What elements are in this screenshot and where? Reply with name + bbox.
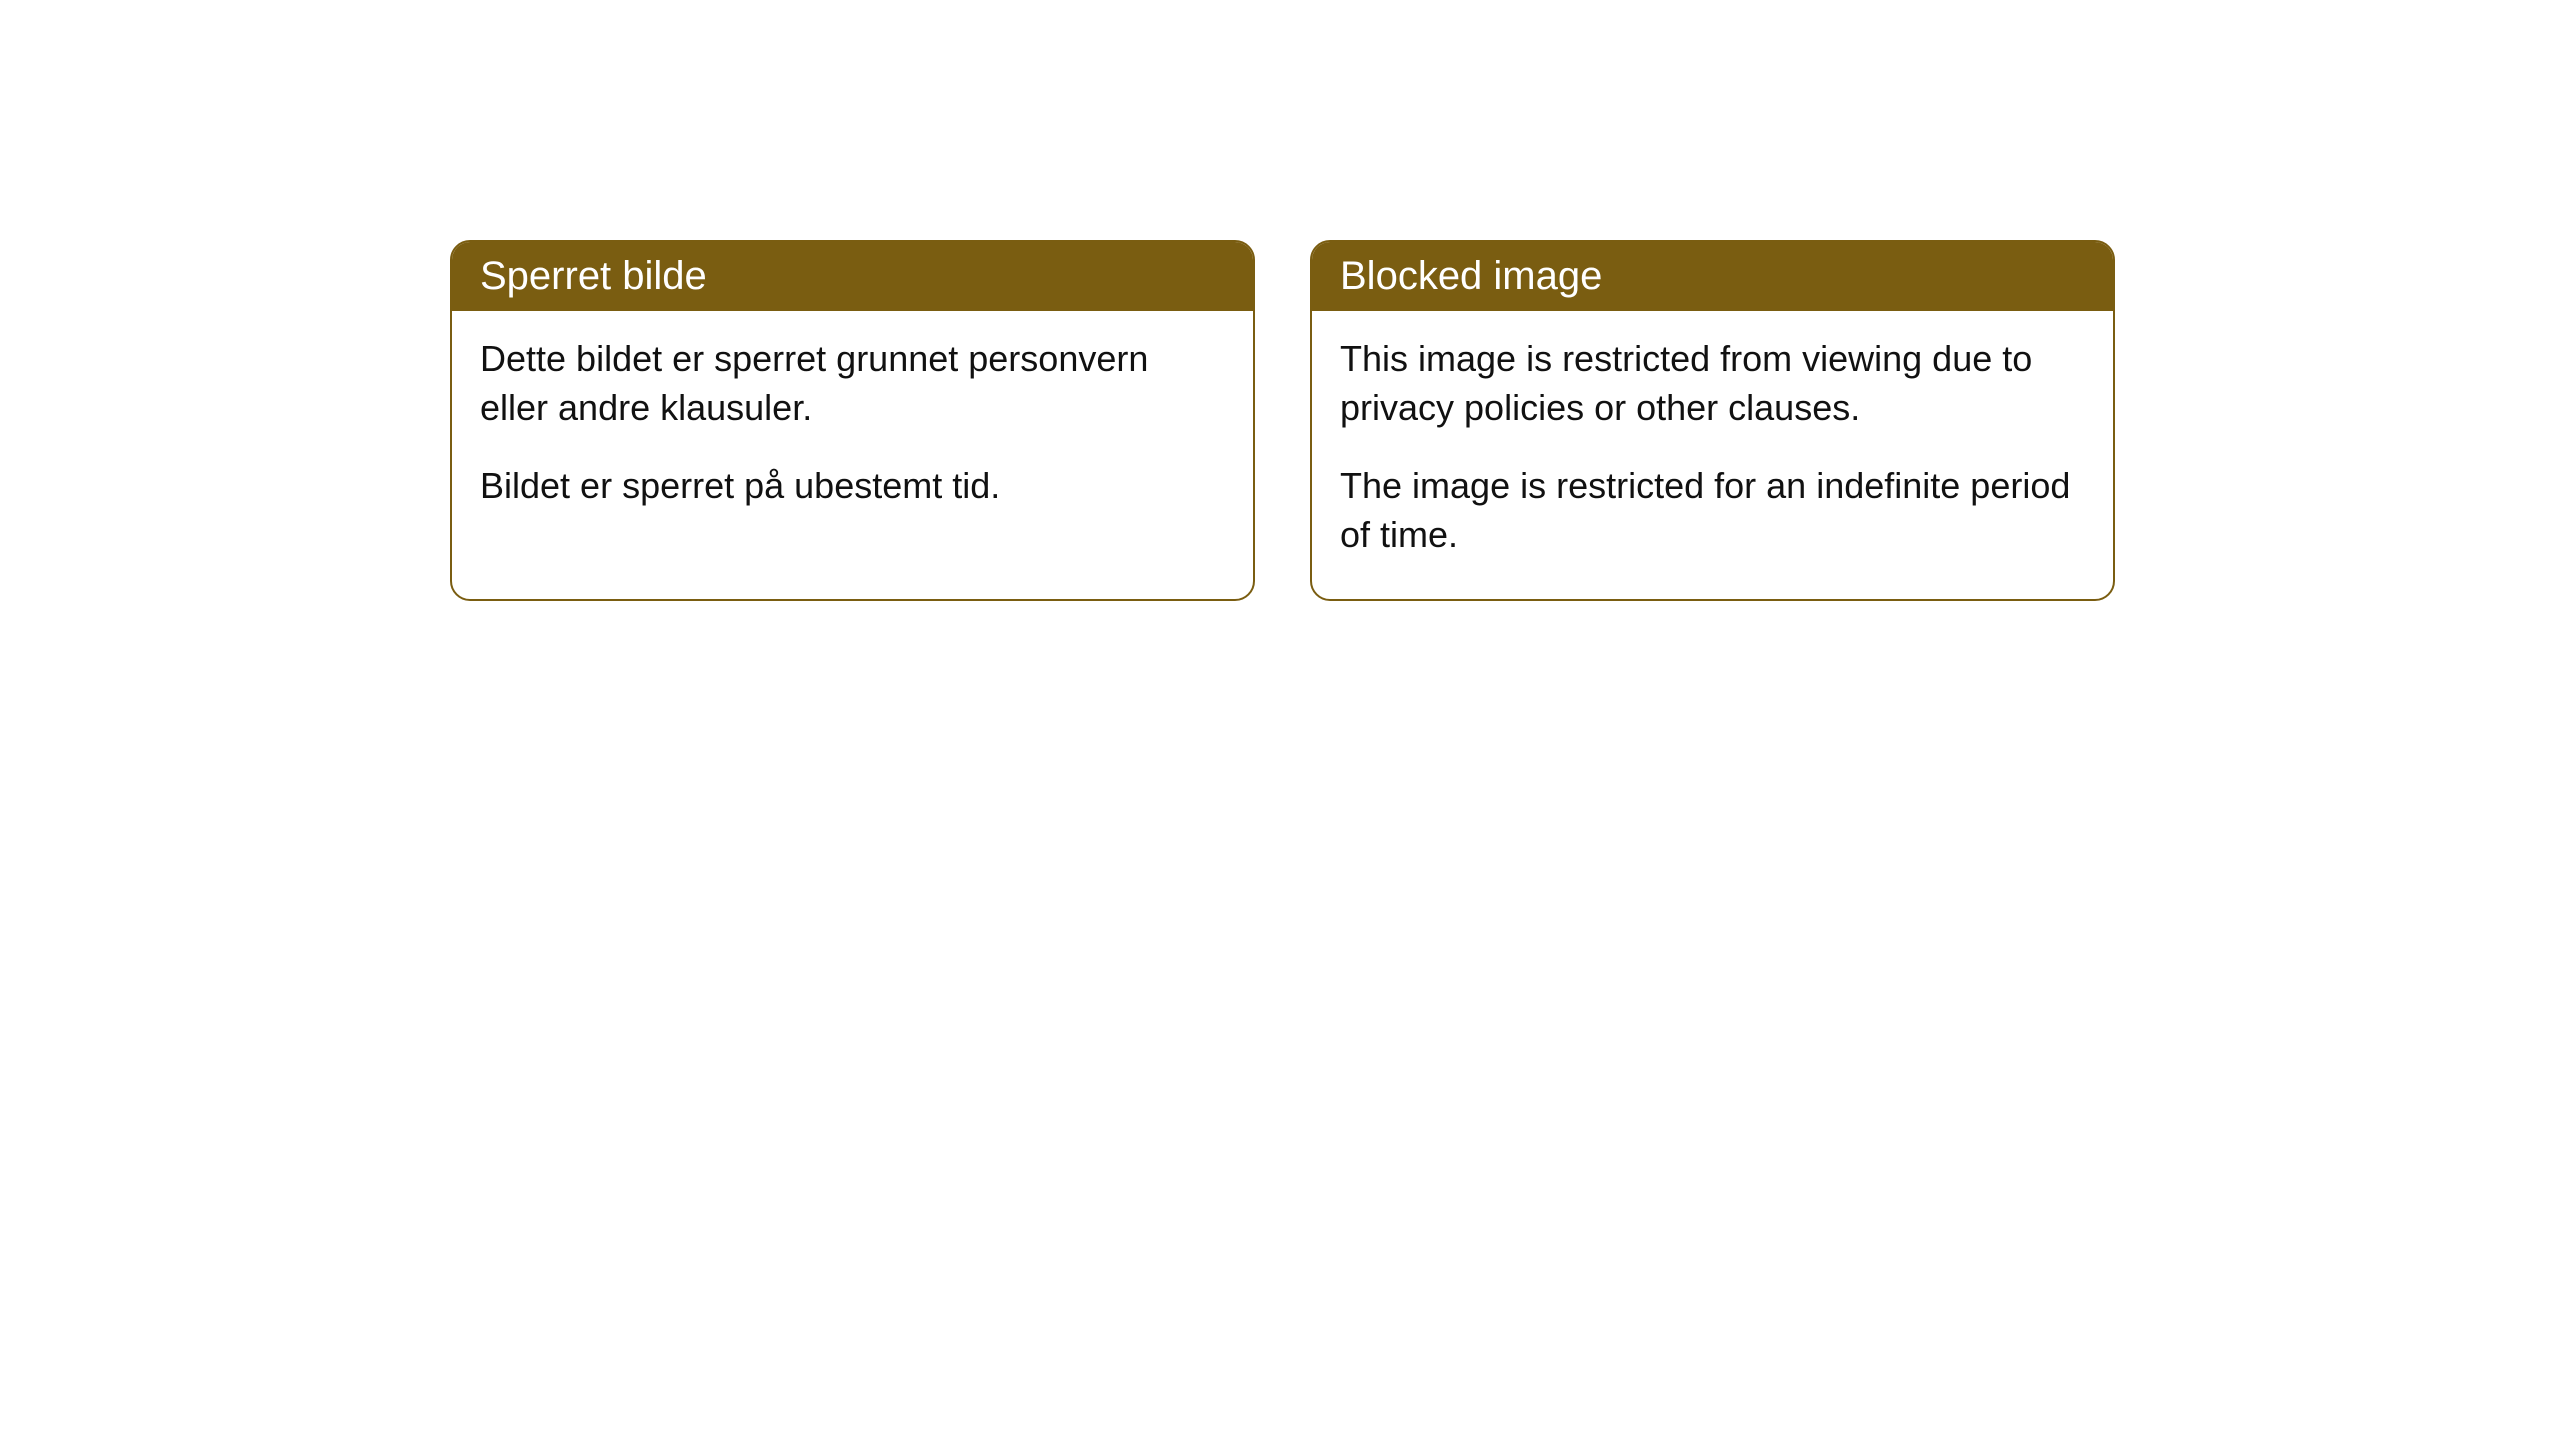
card-header: Sperret bilde <box>452 242 1253 311</box>
card-title: Sperret bilde <box>480 254 707 298</box>
card-paragraph-1: This image is restricted from viewing du… <box>1340 335 2085 432</box>
card-body: This image is restricted from viewing du… <box>1312 311 2113 599</box>
card-paragraph-2: Bildet er sperret på ubestemt tid. <box>480 462 1225 511</box>
blocked-image-card-norwegian: Sperret bilde Dette bildet er sperret gr… <box>450 240 1255 601</box>
card-header: Blocked image <box>1312 242 2113 311</box>
card-paragraph-1: Dette bildet er sperret grunnet personve… <box>480 335 1225 432</box>
card-title: Blocked image <box>1340 254 1602 298</box>
blocked-image-card-english: Blocked image This image is restricted f… <box>1310 240 2115 601</box>
cards-container: Sperret bilde Dette bildet er sperret gr… <box>450 240 2115 601</box>
card-body: Dette bildet er sperret grunnet personve… <box>452 311 1253 551</box>
card-paragraph-2: The image is restricted for an indefinit… <box>1340 462 2085 559</box>
